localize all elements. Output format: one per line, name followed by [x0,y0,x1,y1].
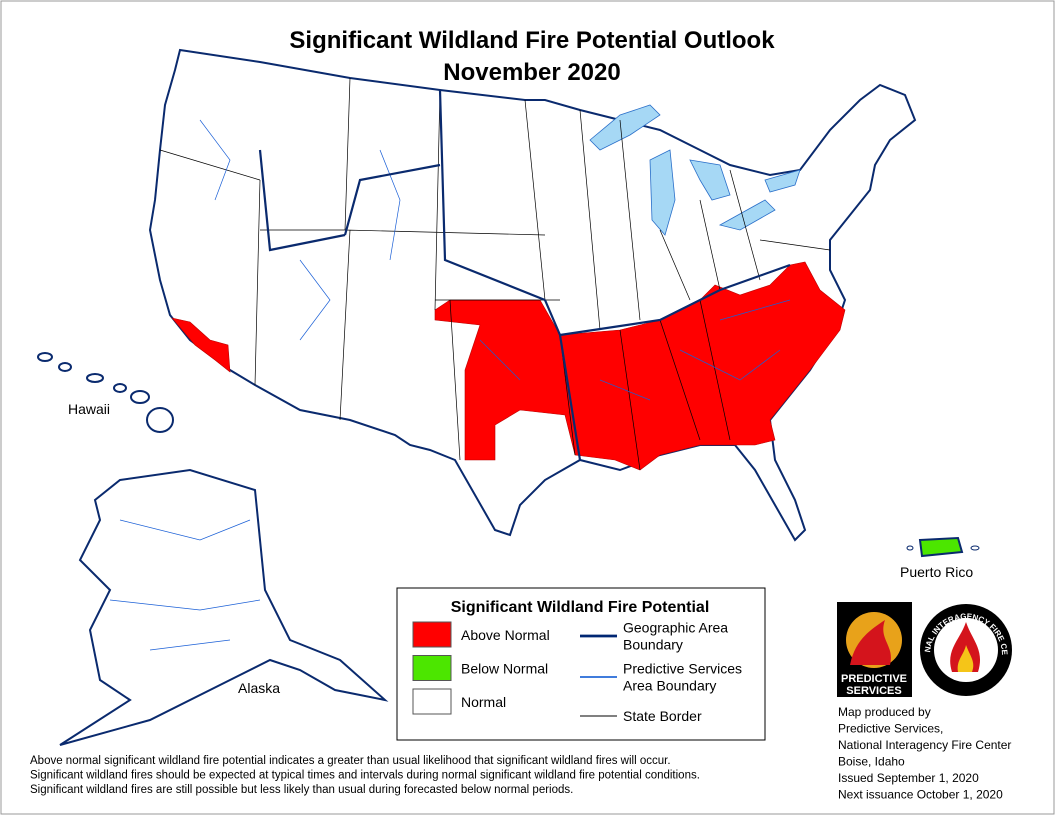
footnote: Above normal significant wildland fire p… [30,755,700,796]
logo-flame [950,622,981,672]
legend-label: Above Normal [461,627,550,643]
legend-line-label: Predictive Services [623,661,742,677]
credits: Map produced by Predictive Services, Natio… [838,705,1011,802]
state-borders [159,77,831,471]
puerto-rico [918,536,964,558]
hawaii-label: Hawaii [68,401,110,417]
hawaii [37,352,174,433]
credit-line: Next issuance October 1, 2020 [838,788,1003,802]
legend-label: Normal [461,694,506,710]
title: Significant Wildland Fire Potential Outl… [289,27,775,54]
logo-location: Boise, Idaho [947,684,986,691]
puerto-rico-label: Puerto Rico [900,564,973,580]
legend-swatch [412,688,452,715]
ps-boundaries [199,119,791,401]
credit-line: Map produced by [838,705,931,719]
ga-boundaries [258,89,791,461]
legend-swatch [412,621,452,648]
alaska [59,468,389,746]
logo-text: PREDICTIVE [841,673,907,685]
logo-flame [957,645,974,672]
island [970,545,980,551]
great-lakes [589,104,801,236]
above-normal-area [171,317,231,373]
logo-text: SERVICES [846,685,901,697]
alaska-label: Alaska [238,680,280,696]
legend-line-label: Boundary [623,637,683,653]
logo-flame [850,620,891,665]
alaska-borders [109,519,261,651]
credit-line: Predictive Services, [838,722,943,736]
credit-line: National Interagency Fire Center [838,738,1011,752]
legend-line-label: Geographic Area [623,620,728,636]
credit-line: Issued September 1, 2020 [838,771,979,785]
footnote-line: Significant wildland fires should be exp… [30,770,700,782]
legend-box [396,587,766,741]
legend-line-label: Area Boundary [623,678,716,694]
subtitle: November 2020 [443,59,620,86]
legend-title: Significant Wildland Fire Potential [451,599,710,616]
footnote-line: Above normal significant wildland fire p… [30,755,671,767]
legend-label: Below Normal [461,661,548,677]
legend: Significant Wildland Fire Potential Abov… [396,587,766,741]
footnote-line: Significant wildland fires are still pos… [30,784,573,796]
credit-line: Boise, Idaho [838,755,905,769]
legend-swatch [412,655,452,681]
predictive-services-logo: PREDICTIVE SERVICES [837,602,912,697]
island [906,545,914,551]
legend-line-label: State Border [623,708,702,724]
